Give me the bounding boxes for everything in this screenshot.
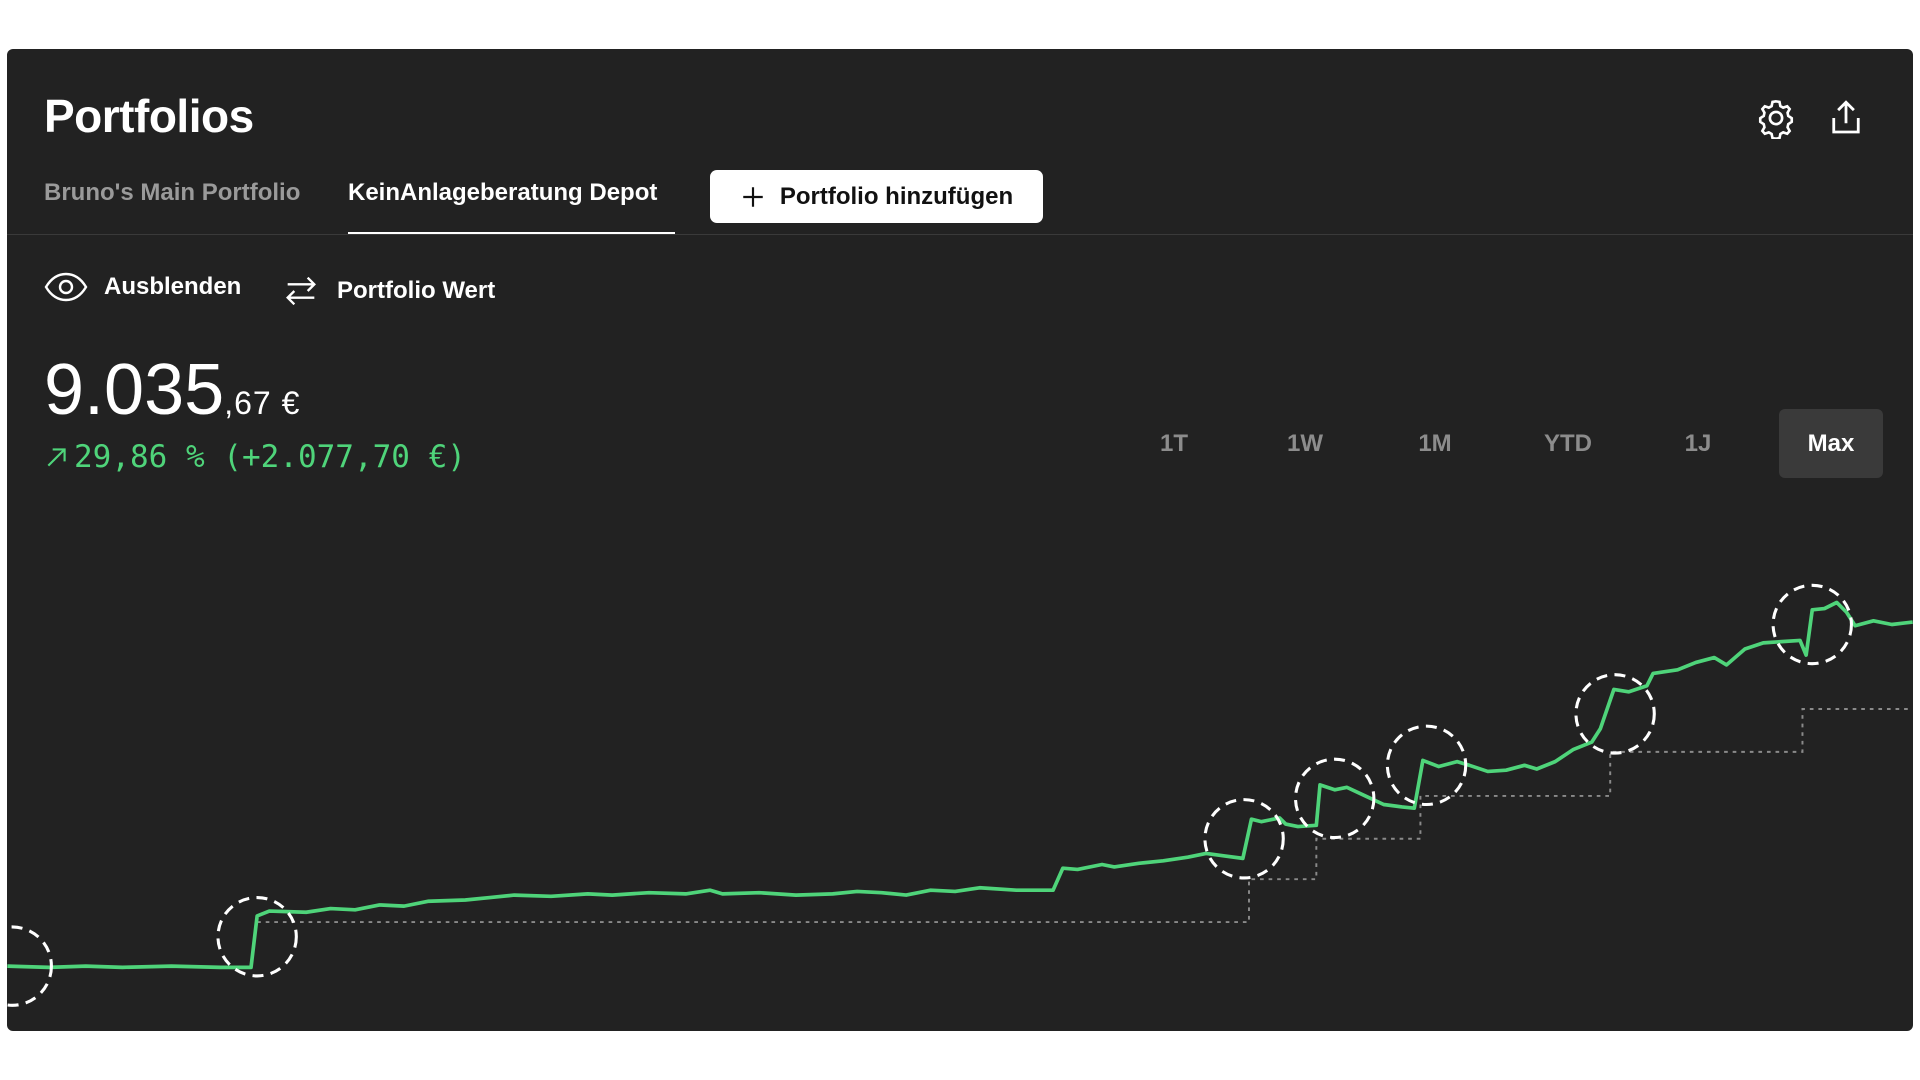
range-selector: 1T 1W 1M YTD 1J Max	[1107, 409, 1887, 478]
value-chart	[7, 583, 1913, 1007]
active-tab-underline	[348, 232, 675, 235]
change-text: 29,86 % (+2.077,70 €)	[74, 439, 466, 475]
swap-icon	[286, 276, 316, 306]
portfolio-panel: Portfolios Bruno's Main Portfolio KeinAn…	[7, 49, 1913, 1031]
highlight-circle	[1293, 757, 1376, 840]
page-title: Portfolios	[44, 90, 254, 142]
highlight-circle	[1574, 673, 1656, 755]
share-icon[interactable]	[1825, 97, 1867, 139]
value-fraction: ,67 €	[224, 385, 301, 421]
range-button[interactable]: 1M	[1418, 430, 1452, 457]
up-arrow-icon	[47, 448, 66, 467]
range-button[interactable]: YTD	[1544, 430, 1592, 457]
mode-toggle[interactable]: Portfolio Wert	[281, 271, 495, 311]
range-button[interactable]: 1W	[1287, 430, 1323, 457]
highlight-circle	[1203, 798, 1285, 880]
portfolio-value: 9.035,67 €	[44, 349, 300, 431]
mode-label: Portfolio Wert	[337, 277, 496, 304]
add-portfolio-button[interactable]: Portfolio hinzufügen	[710, 170, 1043, 223]
highlight-circles	[7, 583, 1853, 1007]
range-button[interactable]: Max	[1779, 409, 1883, 478]
invested-baseline	[257, 708, 1913, 924]
plus-icon	[743, 186, 763, 207]
portfolio-tab[interactable]: KeinAnlageberatung Depot	[348, 179, 658, 206]
settings-icon[interactable]	[1755, 97, 1797, 139]
divider	[7, 234, 1913, 235]
value-main: 9.035	[44, 350, 225, 430]
portfolio-tab[interactable]: Bruno's Main Portfolio	[44, 179, 301, 206]
add-portfolio-label: Portfolio hinzufügen	[779, 182, 1014, 210]
hide-toggle[interactable]: Ausblenden	[44, 271, 241, 303]
eye-icon	[44, 272, 88, 302]
range-button[interactable]: 1J	[1684, 430, 1712, 457]
range-button[interactable]: 1T	[1159, 430, 1188, 457]
highlight-circle	[1385, 724, 1468, 807]
value-line	[7, 600, 1913, 970]
highlight-circle	[7, 925, 53, 1007]
value-change: 29,86 % (+2.077,70 €)	[44, 439, 466, 475]
hide-label: Ausblenden	[104, 273, 242, 300]
highlight-circle	[216, 896, 298, 978]
highlight-circle	[1771, 583, 1853, 666]
